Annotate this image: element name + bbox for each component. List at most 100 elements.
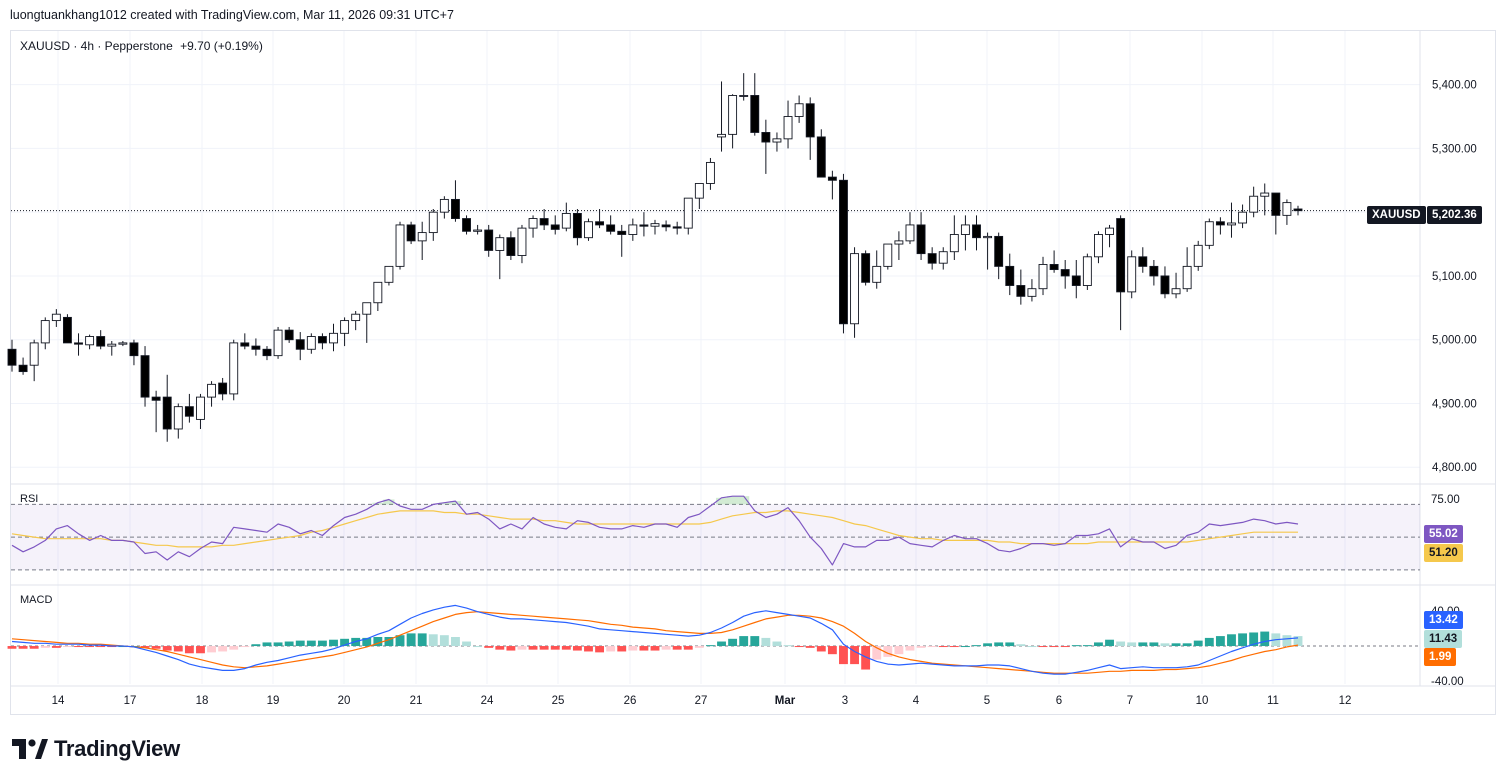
- candle[interactable]: [162, 396, 172, 430]
- candle[interactable]: [1127, 256, 1137, 293]
- candle[interactable]: [894, 240, 904, 245]
- candle[interactable]: [428, 211, 438, 234]
- candle[interactable]: [1293, 208, 1303, 212]
- candle[interactable]: [983, 235, 993, 239]
- candle[interactable]: [827, 176, 837, 181]
- candle[interactable]: [40, 320, 50, 344]
- candle[interactable]: [739, 95, 749, 97]
- candle[interactable]: [1149, 265, 1159, 277]
- candle[interactable]: [473, 229, 483, 232]
- candle[interactable]: [805, 103, 815, 138]
- candle[interactable]: [295, 339, 305, 350]
- candle[interactable]: [1116, 218, 1126, 293]
- candle[interactable]: [506, 237, 516, 256]
- candle[interactable]: [439, 198, 449, 213]
- candle[interactable]: [1005, 265, 1015, 286]
- candle[interactable]: [750, 95, 760, 133]
- candle[interactable]: [1060, 269, 1070, 277]
- candle[interactable]: [839, 179, 848, 325]
- candle[interactable]: [661, 224, 671, 228]
- candle[interactable]: [1260, 192, 1270, 197]
- candle[interactable]: [1249, 195, 1259, 213]
- candle[interactable]: [184, 406, 194, 417]
- candle[interactable]: [1016, 285, 1026, 297]
- candle[interactable]: [1138, 256, 1148, 267]
- candle[interactable]: [1160, 275, 1170, 295]
- candle[interactable]: [196, 396, 205, 420]
- candle[interactable]: [18, 364, 28, 373]
- candle[interactable]: [916, 224, 926, 255]
- candle[interactable]: [1105, 227, 1114, 235]
- candle[interactable]: [1227, 222, 1236, 226]
- candle[interactable]: [1094, 234, 1103, 258]
- candle[interactable]: [207, 383, 216, 398]
- candle[interactable]: [617, 230, 627, 235]
- candle[interactable]: [417, 232, 427, 242]
- candle[interactable]: [329, 332, 338, 344]
- candle[interactable]: [306, 336, 316, 350]
- candle[interactable]: [1238, 211, 1248, 224]
- candle[interactable]: [905, 224, 915, 242]
- candle[interactable]: [351, 313, 361, 322]
- candle[interactable]: [772, 138, 782, 143]
- candle[interactable]: [495, 237, 505, 251]
- candle[interactable]: [584, 221, 593, 239]
- candle[interactable]: [572, 212, 582, 239]
- candle[interactable]: [1193, 244, 1203, 267]
- candle[interactable]: [173, 406, 183, 430]
- candle[interactable]: [395, 224, 405, 267]
- candle[interactable]: [406, 224, 416, 242]
- candle[interactable]: [561, 212, 571, 229]
- candle[interactable]: [240, 342, 250, 347]
- candle[interactable]: [683, 197, 693, 229]
- candle[interactable]: [129, 342, 139, 357]
- candle[interactable]: [872, 265, 882, 283]
- candle[interactable]: [539, 218, 549, 226]
- candle[interactable]: [960, 224, 970, 235]
- candle[interactable]: [705, 161, 715, 184]
- candle[interactable]: [218, 382, 228, 395]
- candle[interactable]: [29, 342, 39, 366]
- candle[interactable]: [672, 226, 682, 229]
- candle[interactable]: [728, 95, 738, 135]
- candle[interactable]: [1027, 288, 1037, 297]
- tradingview-logo[interactable]: TradingView: [12, 736, 180, 761]
- candle[interactable]: [761, 132, 771, 143]
- candle[interactable]: [606, 224, 616, 232]
- candle[interactable]: [816, 136, 826, 178]
- candle[interactable]: [229, 342, 239, 395]
- candle[interactable]: [384, 265, 394, 283]
- candle[interactable]: [317, 336, 327, 344]
- candle[interactable]: [1171, 288, 1181, 295]
- candle[interactable]: [794, 103, 804, 117]
- candle[interactable]: [340, 320, 350, 334]
- candle[interactable]: [273, 329, 283, 357]
- candle[interactable]: [861, 253, 871, 283]
- candle[interactable]: [883, 243, 893, 267]
- candle[interactable]: [51, 313, 61, 322]
- candle[interactable]: [994, 235, 1004, 267]
- candle[interactable]: [462, 218, 471, 232]
- candle[interactable]: [74, 342, 83, 345]
- candle[interactable]: [694, 183, 704, 199]
- candle[interactable]: [1204, 221, 1214, 246]
- candle[interactable]: [7, 348, 17, 366]
- candle[interactable]: [362, 302, 372, 315]
- candle[interactable]: [484, 229, 494, 251]
- candle[interactable]: [717, 133, 726, 138]
- candle[interactable]: [1271, 192, 1281, 216]
- candle[interactable]: [1049, 264, 1059, 271]
- candle[interactable]: [96, 336, 106, 347]
- candle[interactable]: [628, 224, 638, 235]
- candle[interactable]: [949, 234, 959, 253]
- candle[interactable]: [639, 224, 649, 227]
- candle[interactable]: [783, 116, 793, 140]
- candle[interactable]: [550, 224, 560, 230]
- candle[interactable]: [650, 223, 660, 227]
- candle[interactable]: [1182, 265, 1192, 290]
- candle[interactable]: [938, 251, 948, 264]
- candle[interactable]: [451, 198, 460, 220]
- candle[interactable]: [151, 396, 161, 401]
- candle[interactable]: [595, 221, 605, 226]
